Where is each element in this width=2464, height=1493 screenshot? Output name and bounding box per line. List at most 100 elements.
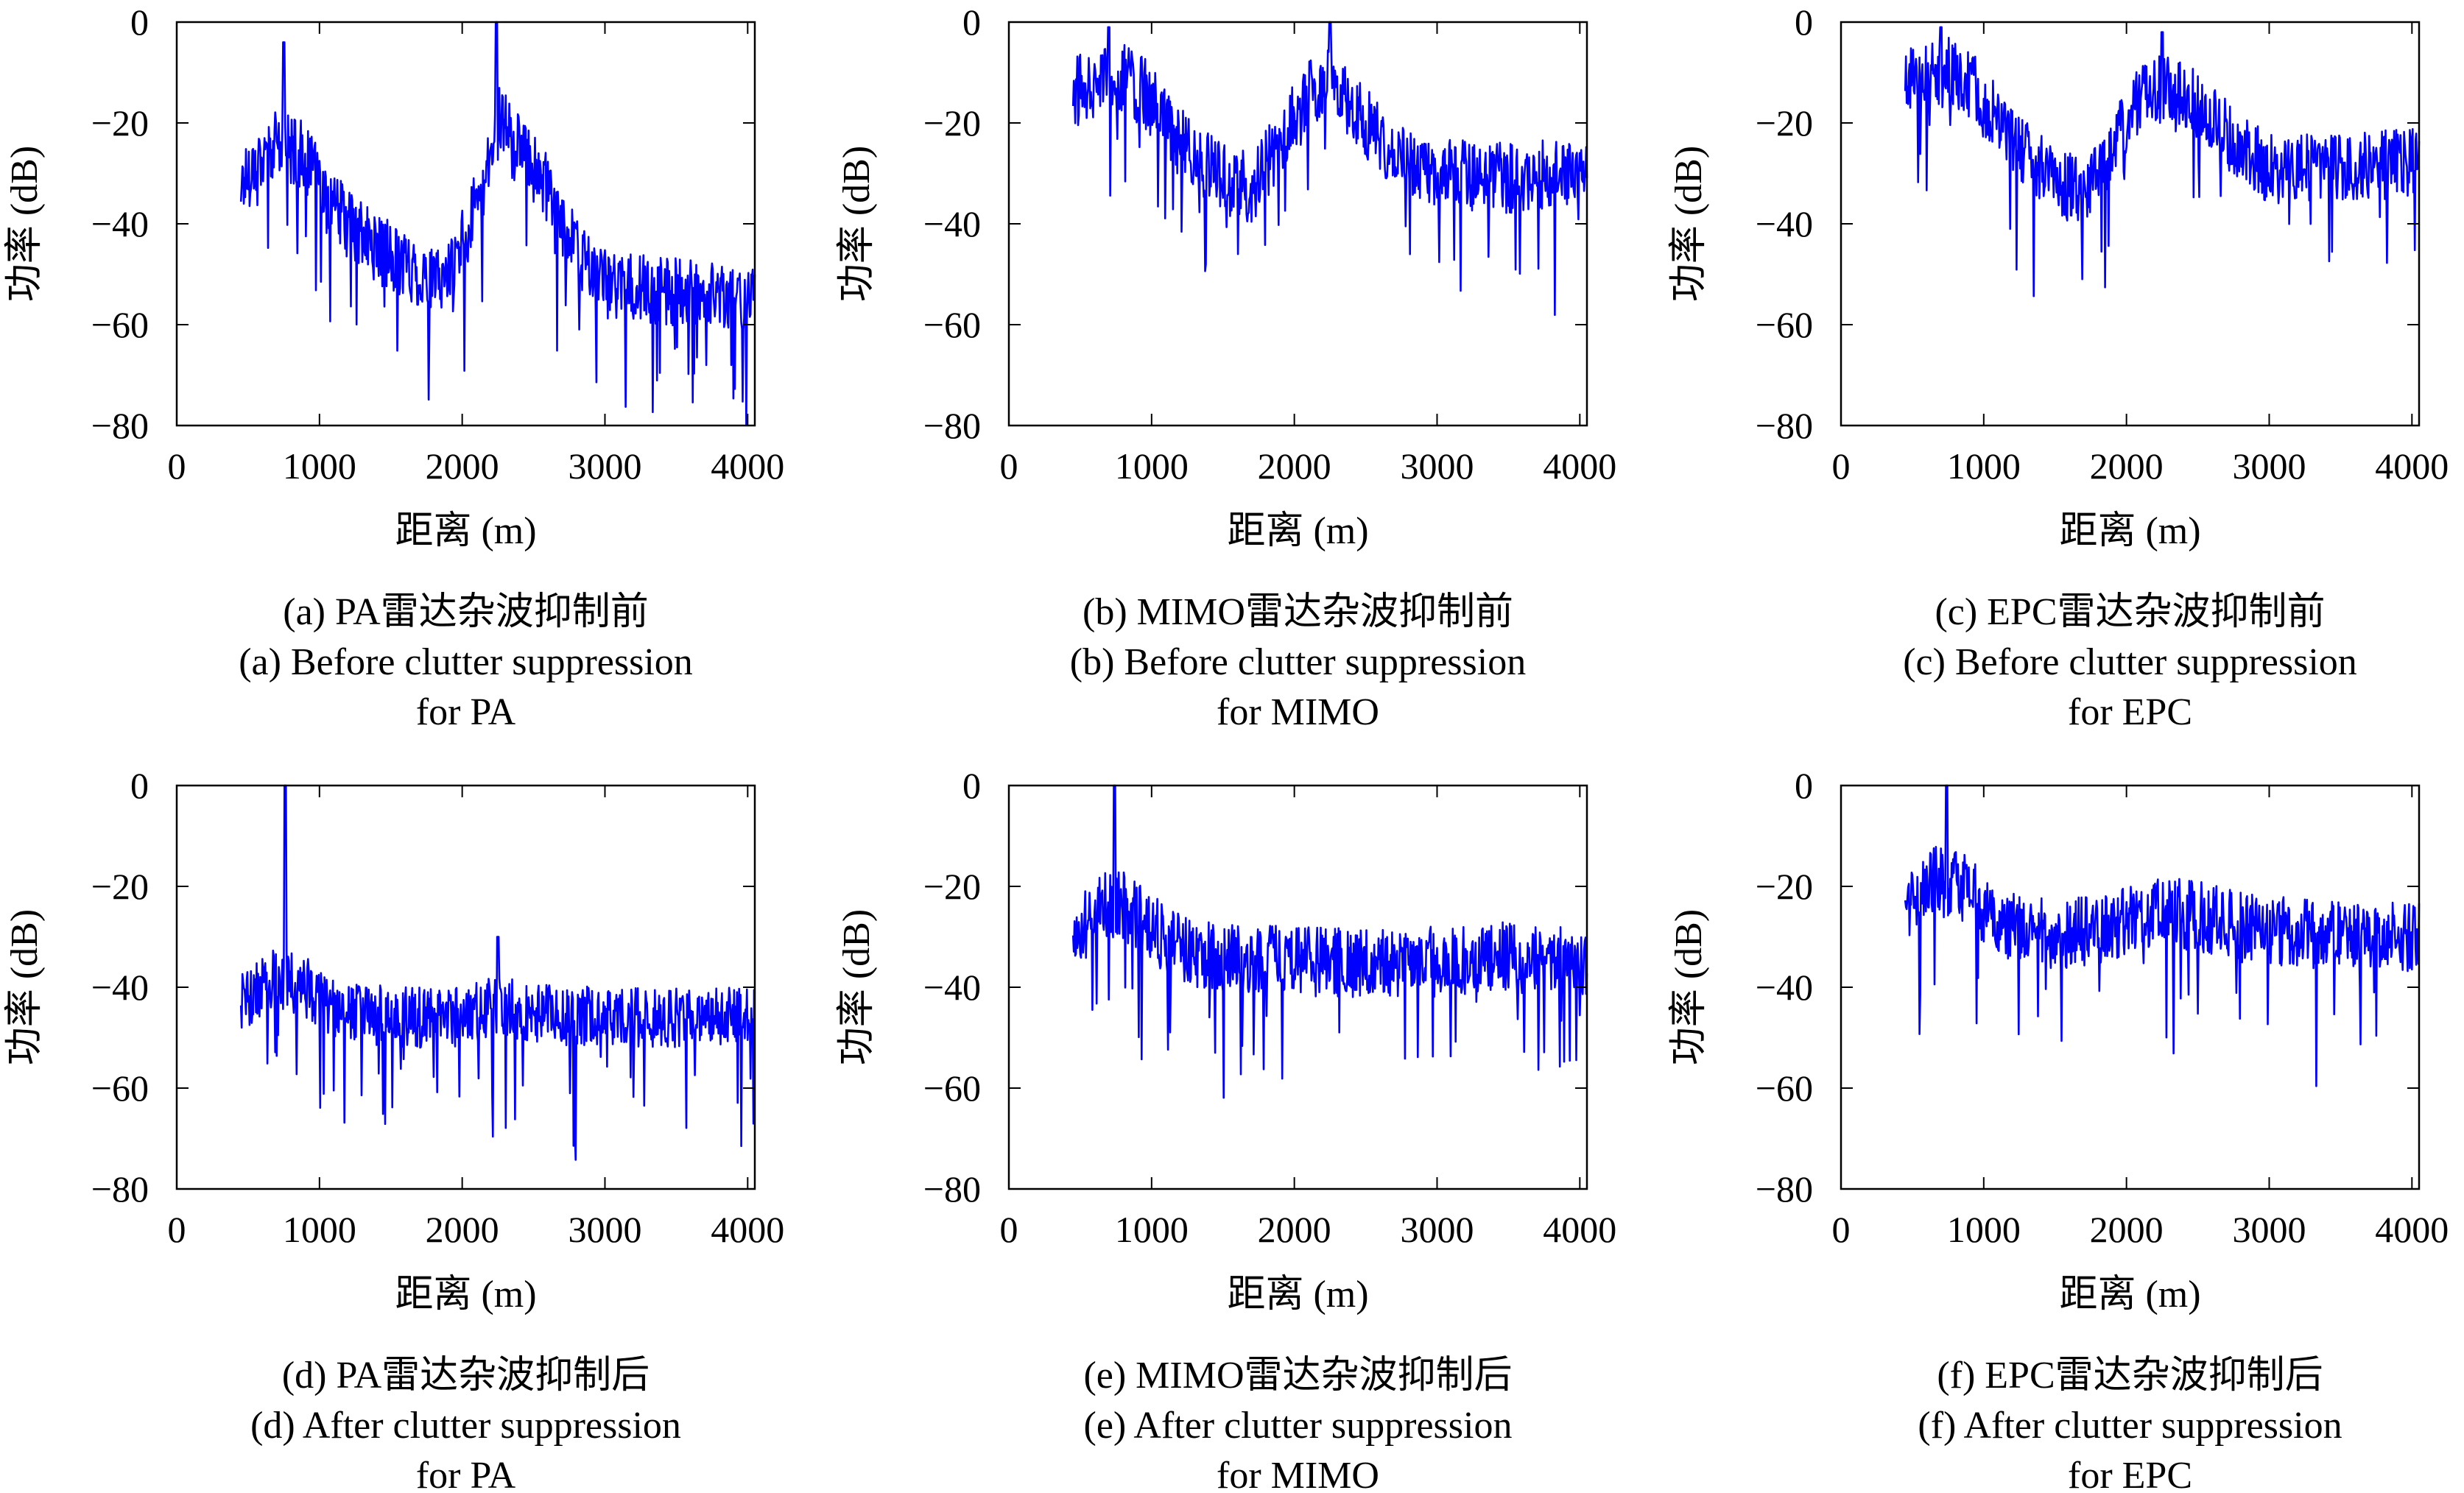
y-tick-label: −80 [91, 1168, 149, 1210]
y-axis-label: 功率 (dB) [836, 146, 878, 302]
x-tick-label: 1000 [1947, 445, 2021, 487]
x-axis-label: 距离 (m) [1227, 1274, 1368, 1316]
y-axis-label: 功率 (dB) [836, 909, 878, 1065]
x-tick-label: 0 [168, 445, 186, 487]
x-tick-label: 3000 [2232, 445, 2306, 487]
caption-line-3: for EPC [2068, 691, 2192, 733]
y-tick-label: −20 [1756, 866, 1813, 907]
y-tick-label: −40 [91, 203, 149, 244]
y-axis-label: 功率 (dB) [4, 909, 46, 1065]
y-tick-label: 0 [130, 1, 149, 43]
subplot-e: 0 1000 2000 3000 4000 0 −20 −40 −60 −80 距离 (m) 功率 (… [836, 765, 1616, 1493]
y-axis-label: 功率 (dB) [4, 146, 46, 302]
x-tick-label: 1000 [1115, 445, 1189, 487]
y-tick-label: −60 [923, 1067, 981, 1109]
plot-frame [175, 21, 756, 427]
y-tick-label: 0 [1795, 765, 1813, 806]
x-tick-label: 1000 [1947, 1209, 2021, 1250]
y-tick-label: −40 [1756, 967, 1813, 1008]
caption-line-2: (a) Before clutter suppression [239, 641, 693, 683]
y-tick-label: −20 [91, 102, 149, 144]
x-axis-label: 距离 (m) [2059, 510, 2200, 552]
y-tick-label: −20 [91, 866, 149, 907]
caption-line-2: (c) Before clutter suppression [1903, 641, 2357, 683]
x-tick-label: 0 [1000, 1209, 1018, 1250]
x-tick-label: 3000 [568, 445, 641, 487]
x-tick-label: 4000 [711, 1209, 784, 1250]
y-tick-label: −20 [1756, 102, 1813, 144]
x-tick-label: 3000 [2232, 1209, 2306, 1250]
x-tick-label: 0 [168, 1209, 186, 1250]
series-line [1071, 784, 1588, 1099]
caption-line-3: for MIMO [1217, 1455, 1379, 1493]
x-axis-label: 距离 (m) [395, 1274, 536, 1316]
subplot-b: 0 1000 2000 3000 4000 0 −20 −40 −60 −80 距离 (m) 功率 (… [836, 1, 1616, 733]
y-tick-label: −40 [91, 967, 149, 1008]
caption-line-1: (f) EPC雷达杂波抑制后 [1937, 1355, 2323, 1397]
x-tick-label: 1000 [283, 1209, 356, 1250]
y-tick-label: −80 [1756, 1168, 1813, 1210]
x-tick-label: 0 [1832, 445, 1851, 487]
y-tick-label: −40 [1756, 203, 1813, 244]
caption-line-2: (b) Before clutter suppression [1070, 641, 1526, 683]
y-tick-label: −20 [923, 866, 981, 907]
subplot-f: 0 1000 2000 3000 4000 0 −20 −40 −60 −80 距离 (m) 功率 (… [1668, 765, 2449, 1493]
x-tick-label: 2000 [1258, 445, 1331, 487]
caption-line-1: (a) PA雷达杂波抑制前 [283, 591, 648, 633]
series-line [1071, 21, 1588, 317]
caption-line-2: (f) After clutter suppression [1918, 1405, 2342, 1447]
y-tick-label: 0 [962, 765, 981, 806]
y-tick-label: −40 [923, 203, 981, 244]
y-axis-label: 功率 (dB) [1668, 909, 1710, 1065]
plot-frame [1840, 784, 2421, 1190]
caption-line-2: (d) After clutter suppression [250, 1405, 681, 1447]
y-tick-label: −20 [923, 102, 981, 144]
x-tick-label: 2000 [2090, 445, 2164, 487]
x-tick-label: 2000 [2090, 1209, 2164, 1250]
x-tick-label: 1000 [283, 445, 356, 487]
y-tick-label: −60 [1756, 304, 1813, 345]
y-tick-label: −60 [923, 304, 981, 345]
y-tick-label: −80 [923, 1168, 981, 1210]
y-tick-label: −60 [91, 304, 149, 345]
plot-frame [175, 784, 756, 1190]
x-tick-label: 2000 [426, 1209, 499, 1250]
x-tick-label: 0 [1832, 1209, 1851, 1250]
caption-line-3: for PA [416, 1455, 516, 1493]
x-axis-label: 距离 (m) [2059, 1274, 2200, 1316]
caption-line-1: (e) MIMO雷达杂波抑制后 [1083, 1355, 1512, 1397]
caption-line-3: for EPC [2068, 1455, 2192, 1493]
caption-line-1: (d) PA雷达杂波抑制后 [282, 1355, 650, 1397]
x-tick-label: 3000 [568, 1209, 641, 1250]
series-line [239, 784, 756, 1161]
x-tick-label: 4000 [2375, 1209, 2449, 1250]
caption-line-1: (c) EPC雷达杂波抑制前 [1935, 591, 2325, 633]
caption-line-3: for MIMO [1217, 691, 1379, 733]
caption-line-3: for PA [416, 691, 516, 733]
subplot-c: 0 1000 2000 3000 4000 0 −20 −40 −60 −80 距离 (m) 功率 (… [1668, 1, 2449, 733]
x-tick-label: 3000 [1400, 1209, 1474, 1250]
series-line [239, 21, 756, 426]
y-tick-label: −60 [91, 1067, 149, 1109]
x-axis-label: 距离 (m) [395, 510, 536, 552]
subplot-a: 0 1000 2000 3000 4000 0 −20 −40 −60 −80 距离 (m) 功率 (… [4, 1, 784, 733]
y-tick-label: −40 [923, 967, 981, 1008]
x-tick-label: 4000 [2375, 445, 2449, 487]
x-tick-label: 2000 [426, 445, 499, 487]
caption-line-2: (e) After clutter suppression [1084, 1405, 1513, 1447]
y-tick-label: 0 [962, 1, 981, 43]
y-tick-label: −60 [1756, 1067, 1813, 1109]
y-tick-label: −80 [91, 405, 149, 446]
y-tick-label: 0 [1795, 1, 1813, 43]
caption-line-1: (b) MIMO雷达杂波抑制前 [1083, 591, 1513, 633]
y-tick-label: −80 [1756, 405, 1813, 446]
x-tick-label: 4000 [1543, 445, 1616, 487]
x-axis-label: 距离 (m) [1227, 510, 1368, 552]
x-tick-label: 4000 [1543, 1209, 1616, 1250]
x-tick-label: 1000 [1115, 1209, 1189, 1250]
x-tick-label: 3000 [1400, 445, 1474, 487]
y-axis-label: 功率 (dB) [1668, 146, 1710, 302]
y-tick-label: −80 [923, 405, 981, 446]
series-line [1904, 784, 2421, 1087]
